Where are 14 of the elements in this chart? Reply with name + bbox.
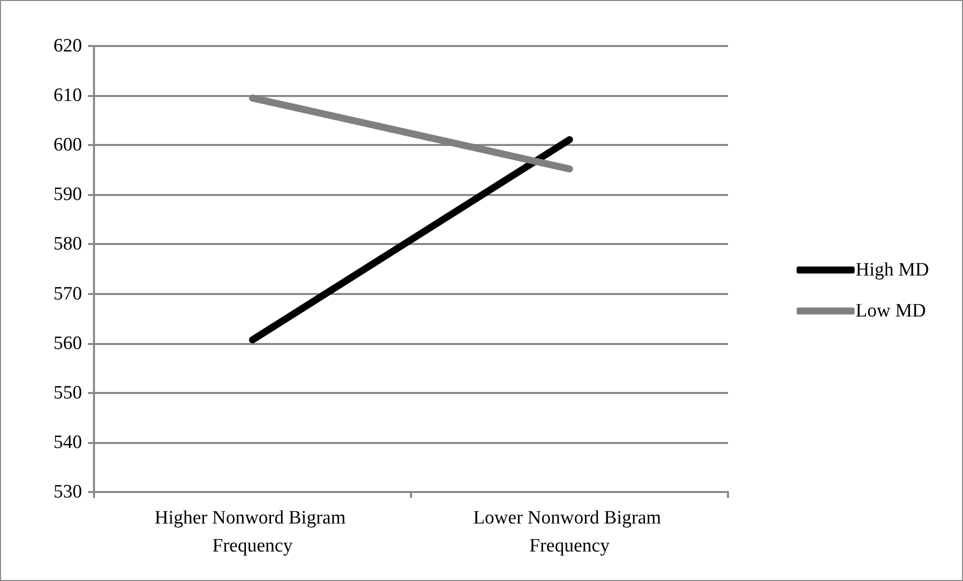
y-tick-label: 570 — [54, 283, 82, 304]
x-tick-label: Higher Nonword Bigram Frequency — [154, 508, 350, 556]
y-tick-label: 540 — [54, 432, 82, 453]
y-tick-label: 550 — [54, 382, 82, 404]
x-tick-label: Lower Nonword Bigram Frequency — [473, 508, 666, 556]
y-tick-label: 530 — [54, 482, 82, 502]
y-tick-label: 590 — [54, 184, 82, 206]
y-tick-label: 560 — [54, 332, 82, 354]
legend-label: High MD — [856, 260, 930, 280]
y-tick-label: 620 — [54, 36, 82, 56]
legend-label: Low MD — [856, 300, 926, 322]
y-tick-label: 610 — [54, 85, 82, 106]
y-tick-label: 600 — [54, 134, 82, 156]
y-tick-label: 580 — [54, 234, 82, 255]
